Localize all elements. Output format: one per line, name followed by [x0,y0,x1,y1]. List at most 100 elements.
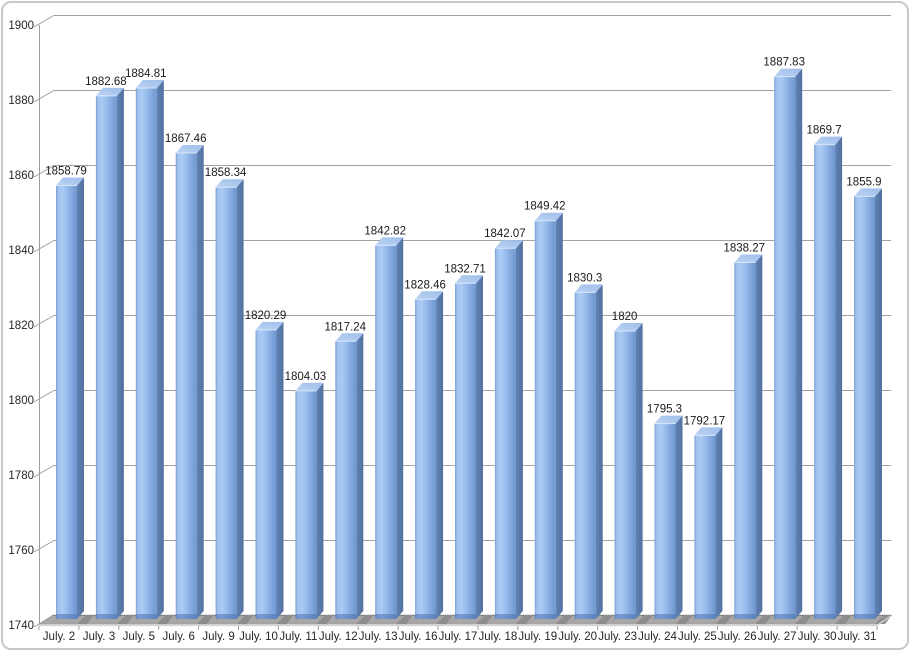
value-label-july-2: 1858.79 [45,166,87,178]
bar-side-face [196,145,204,619]
value-label-july-23: 1820 [612,311,638,323]
x-axis-label-july-5: July. 5 [123,631,155,643]
y-axis-label-1780: 1780 [8,470,34,482]
bar-top-face [455,275,483,284]
bar-july-3[interactable] [95,87,124,619]
bar-side-face [715,427,723,619]
bar-front-face [295,390,317,619]
bar-base-shade [255,614,277,619]
value-label-july-3: 1882.68 [85,76,127,88]
bar-july-10[interactable] [255,321,284,619]
bar-top-face [614,323,643,331]
x-axis-label-july-23: July. 23 [598,631,637,643]
bar-shadow-july-25 [715,615,733,624]
bar-july-17[interactable] [455,275,483,619]
bar-base-shade [56,614,77,619]
bar-shadow-july-19 [555,615,573,624]
bar-july-30[interactable] [814,136,843,619]
x-axis-label-july-18: July. 18 [479,631,518,643]
bar-side-face [795,68,803,620]
bar-base-shade [215,614,237,619]
bar-shadow-july-2 [77,615,94,624]
bar-top-face [175,145,204,153]
y-axis-label-1820: 1820 [8,320,34,332]
bar-front-face [95,95,117,619]
x-axis-label-july-26: July. 26 [718,631,757,643]
bar-base-shade [774,614,796,619]
bar-july-2[interactable] [56,177,84,620]
bar-top-face [494,240,523,249]
bar-july-31[interactable] [854,188,882,619]
bar-top-face [295,382,324,391]
bar-july-6[interactable] [175,145,204,619]
bar-shadow-july-13 [396,615,414,624]
bar-july-27[interactable] [774,68,803,620]
bar-top-face [255,321,284,330]
x-axis-label-july-31: July. 31 [838,631,877,643]
value-label-july-6: 1867.46 [165,133,207,145]
bar-base-shade [455,614,476,619]
bar-july-19[interactable] [534,212,563,619]
bar-top-face [814,136,843,145]
bar-front-face [814,144,836,619]
bar-top-face [56,177,84,186]
bar-shadow-july-27 [795,615,813,624]
bar-front-face [335,341,357,619]
y-axis-tick-1840 [33,240,54,253]
bar-july-23[interactable] [614,323,643,619]
bar-base-shade [175,614,197,619]
bar-base-shade [335,614,357,619]
bar-july-25[interactable] [694,427,723,619]
y-axis-tick-1760 [33,540,54,553]
bar-july-11[interactable] [295,382,324,619]
bar-july-26[interactable] [734,254,763,620]
bar-front-face [56,185,77,619]
bar-july-13[interactable] [375,237,404,619]
y-axis-label-1880: 1880 [8,95,34,107]
bar-front-face [654,423,676,619]
bar-base-shade [415,614,437,619]
bar-july-20[interactable] [574,284,603,619]
y-axis-label-1900: 1900 [8,20,34,32]
x-axis-label-july-3: July. 3 [83,631,115,643]
x-axis-label-july-6: July. 6 [163,631,195,643]
floor-right-edge [876,615,892,626]
bar-side-face [476,275,483,619]
bar-top-face [415,291,444,300]
bar-front-face [494,248,516,619]
bar-base-shade [694,614,716,619]
value-label-july-26: 1838.27 [724,243,766,255]
bar-base-shade [734,614,756,619]
bar-shadow-july-24 [675,615,693,624]
value-label-july-11: 1804.03 [285,371,327,383]
x-axis-label-july-24: July. 24 [638,631,677,643]
bar-july-5[interactable] [135,80,164,619]
bar-top-face [694,427,723,436]
bar-july-18[interactable] [494,240,523,619]
x-axis-label-july-30: July. 30 [798,631,837,643]
bar-top-face [215,179,244,188]
bar-front-face [854,196,875,619]
bar-top-face [534,212,563,221]
x-axis-label-july-13: July. 13 [359,631,398,643]
bar-front-face [734,262,756,619]
bar-side-face [156,80,164,619]
value-label-july-10: 1820.29 [245,310,287,322]
value-label-july-13: 1842.82 [364,225,406,237]
bar-front-face [614,331,636,619]
bar-base-shade [295,614,317,619]
bar-july-12[interactable] [335,333,364,619]
bar-july-24[interactable] [654,415,683,619]
x-axis-label-july-12: July. 12 [319,631,358,643]
bar-july-16[interactable] [415,291,444,619]
bar-shadow-july-31 [875,615,892,624]
bar-side-face [236,179,244,619]
bar-july-9[interactable] [215,179,244,619]
bar-top-face [375,237,404,246]
bar-shadow-july-23 [635,615,653,624]
y-axis-tick-1900 [33,15,54,28]
y-axis-tick-1800 [33,390,54,403]
bar-side-face [875,188,882,619]
x-axis-label-july-9: July. 9 [202,631,234,643]
